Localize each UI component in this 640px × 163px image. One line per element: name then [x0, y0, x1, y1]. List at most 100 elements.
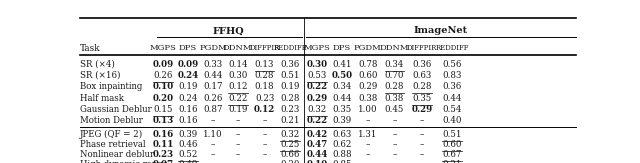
- Text: –: –: [262, 130, 267, 139]
- Text: –: –: [392, 160, 397, 163]
- Text: 0.33: 0.33: [204, 60, 223, 69]
- Text: –: –: [236, 116, 240, 125]
- Text: –: –: [392, 150, 397, 159]
- Text: 0.22: 0.22: [307, 82, 328, 91]
- Text: 0.15: 0.15: [154, 105, 173, 114]
- Text: 0.30: 0.30: [228, 71, 248, 80]
- Text: 0.63: 0.63: [413, 71, 432, 80]
- Text: –: –: [236, 140, 240, 149]
- Text: 0.11: 0.11: [153, 140, 174, 149]
- Text: 1.00: 1.00: [358, 105, 378, 114]
- Text: 0.44: 0.44: [307, 150, 328, 159]
- Text: –: –: [262, 160, 267, 163]
- Text: 0.14: 0.14: [228, 60, 248, 69]
- Text: 0.44: 0.44: [442, 94, 461, 103]
- Text: 0.26: 0.26: [204, 94, 223, 103]
- Text: SR (×16): SR (×16): [80, 71, 120, 80]
- Text: –: –: [262, 150, 267, 159]
- Text: 0.35: 0.35: [413, 94, 432, 103]
- Text: 0.49: 0.49: [179, 160, 198, 163]
- Text: 0.46: 0.46: [179, 140, 198, 149]
- Text: –: –: [392, 130, 397, 139]
- Text: 0.62: 0.62: [332, 140, 351, 149]
- Text: 0.41: 0.41: [332, 60, 351, 69]
- Text: FFHQ: FFHQ: [213, 26, 244, 35]
- Text: REDDIFF: REDDIFF: [435, 44, 468, 52]
- Text: Task: Task: [80, 44, 100, 53]
- Text: –: –: [392, 140, 397, 149]
- Text: 0.51: 0.51: [442, 130, 461, 139]
- Text: 0.09: 0.09: [153, 60, 174, 69]
- Text: 0.28: 0.28: [385, 82, 404, 91]
- Text: –: –: [211, 116, 215, 125]
- Text: 0.10: 0.10: [153, 82, 174, 91]
- Text: –: –: [365, 160, 370, 163]
- Text: 0.34: 0.34: [332, 82, 351, 91]
- Text: 0.23: 0.23: [281, 105, 300, 114]
- Text: 0.16: 0.16: [179, 105, 198, 114]
- Text: 0.24: 0.24: [177, 71, 199, 80]
- Text: 0.88: 0.88: [332, 150, 352, 159]
- Text: 0.18: 0.18: [255, 82, 275, 91]
- Text: –: –: [420, 130, 424, 139]
- Text: 0.28: 0.28: [255, 71, 275, 80]
- Text: 0.24: 0.24: [179, 94, 198, 103]
- Text: 0.39: 0.39: [179, 130, 198, 139]
- Text: 0.53: 0.53: [307, 71, 326, 80]
- Text: 0.29: 0.29: [358, 82, 378, 91]
- Text: 1.10: 1.10: [203, 130, 223, 139]
- Text: 0.17: 0.17: [203, 82, 223, 91]
- Text: –: –: [365, 116, 370, 125]
- Text: SR (×4): SR (×4): [80, 60, 115, 69]
- Text: 0.32: 0.32: [281, 130, 300, 139]
- Text: 0.30: 0.30: [307, 60, 328, 69]
- Text: DPS: DPS: [333, 44, 351, 52]
- Text: 0.22: 0.22: [228, 94, 248, 103]
- Text: 0.36: 0.36: [281, 60, 300, 69]
- Text: 0.26: 0.26: [154, 71, 173, 80]
- Text: Half mask: Half mask: [80, 94, 124, 103]
- Text: DIFFPIR: DIFFPIR: [250, 44, 280, 52]
- Text: 0.21: 0.21: [442, 160, 461, 163]
- Text: 0.19: 0.19: [280, 82, 300, 91]
- Text: –: –: [211, 150, 215, 159]
- Text: 1.31: 1.31: [358, 130, 378, 139]
- Text: DDNM: DDNM: [223, 44, 252, 52]
- Text: 0.13: 0.13: [255, 60, 274, 69]
- Text: 0.45: 0.45: [385, 105, 404, 114]
- Text: High dynamic range: High dynamic range: [80, 160, 168, 163]
- Text: 0.20: 0.20: [280, 160, 300, 163]
- Text: JPEG (QF = 2): JPEG (QF = 2): [80, 130, 143, 139]
- Text: 0.56: 0.56: [442, 60, 461, 69]
- Text: 0.38: 0.38: [385, 94, 404, 103]
- Text: DPS: DPS: [179, 44, 197, 52]
- Text: 0.83: 0.83: [442, 71, 461, 80]
- Text: –: –: [236, 160, 240, 163]
- Text: 0.07: 0.07: [153, 160, 174, 163]
- Text: 0.63: 0.63: [332, 130, 351, 139]
- Text: 0.32: 0.32: [307, 105, 326, 114]
- Text: MGPS: MGPS: [303, 44, 330, 52]
- Text: PGDM: PGDM: [354, 44, 381, 52]
- Text: 0.34: 0.34: [385, 60, 404, 69]
- Text: ImageNet: ImageNet: [413, 26, 468, 35]
- Text: DDNM: DDNM: [380, 44, 409, 52]
- Text: 0.23: 0.23: [153, 150, 174, 159]
- Text: 0.60: 0.60: [358, 71, 378, 80]
- Text: –: –: [420, 150, 424, 159]
- Text: 0.12: 0.12: [228, 82, 248, 91]
- Text: 0.38: 0.38: [358, 94, 378, 103]
- Text: 0.47: 0.47: [307, 140, 328, 149]
- Text: 0.44: 0.44: [204, 71, 223, 80]
- Text: –: –: [365, 140, 370, 149]
- Text: 0.52: 0.52: [179, 150, 198, 159]
- Text: 0.36: 0.36: [413, 60, 432, 69]
- Text: 0.50: 0.50: [332, 71, 353, 80]
- Text: 0.29: 0.29: [307, 94, 328, 103]
- Text: –: –: [211, 160, 215, 163]
- Text: Motion Deblur: Motion Deblur: [80, 116, 143, 125]
- Text: 0.28: 0.28: [280, 94, 300, 103]
- Text: 0.25: 0.25: [280, 140, 300, 149]
- Text: 0.51: 0.51: [280, 71, 300, 80]
- Text: –: –: [420, 160, 424, 163]
